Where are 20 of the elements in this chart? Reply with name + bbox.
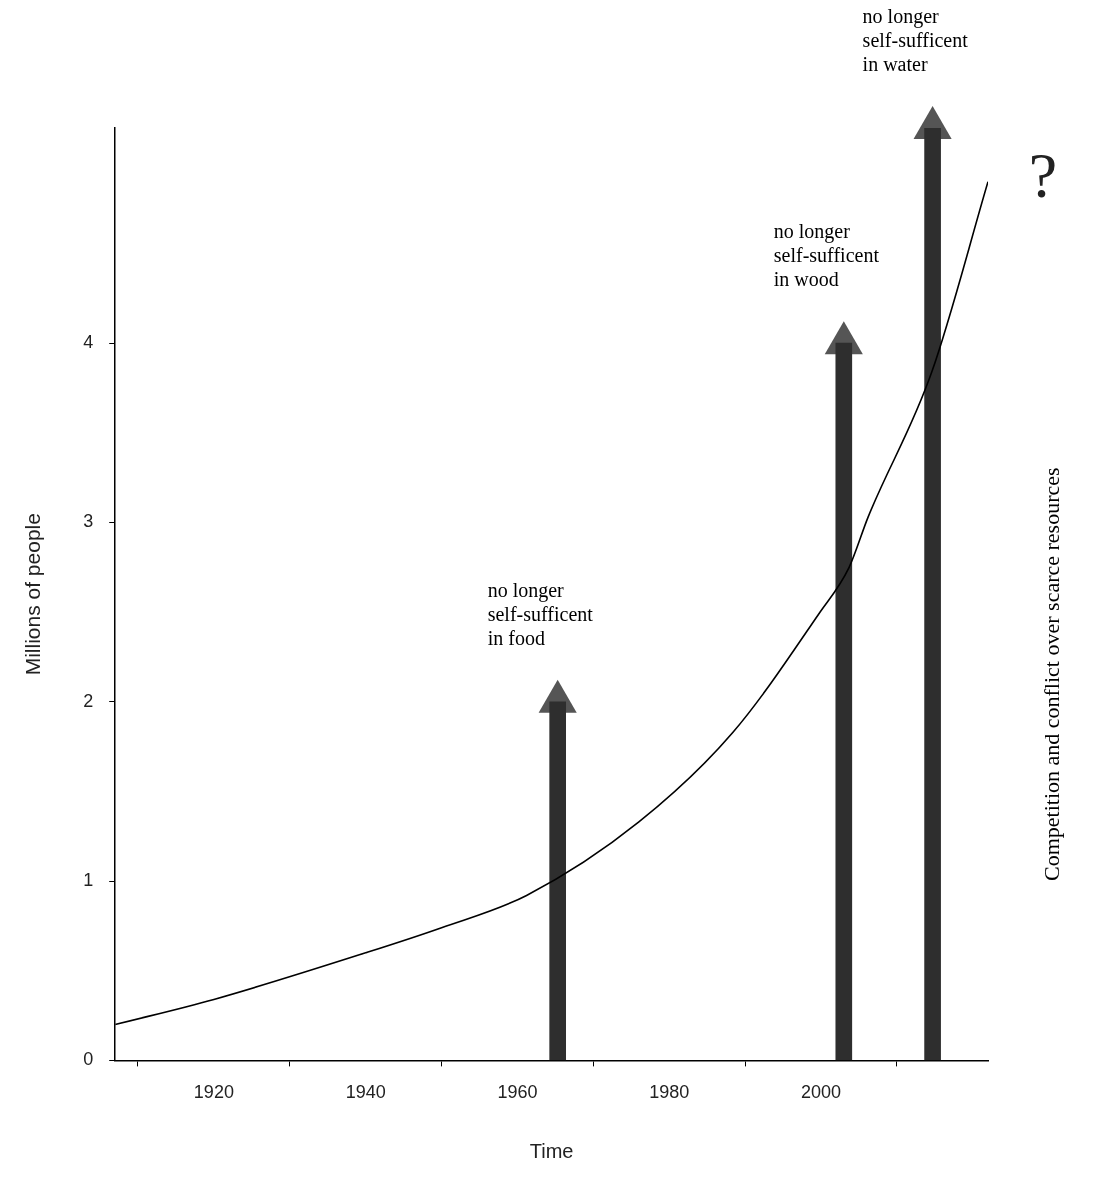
bar: [924, 128, 941, 1061]
y-tick-label: 2: [83, 690, 94, 711]
bar: [835, 342, 853, 1061]
annotation: no longer self-sufficent in wood: [773, 220, 880, 291]
annotation: no longer self-sufficent in food: [487, 579, 594, 650]
y-tick-label: 4: [83, 332, 94, 353]
text: Competition and conflict over scarce resources: [1038, 467, 1064, 881]
x-tick-label: 1960: [497, 1082, 538, 1103]
x-tick-label: 2000: [801, 1082, 842, 1103]
x-axis-title: Time: [529, 1139, 574, 1162]
y-axis-title: Millions of people: [21, 513, 45, 676]
x-tick-label: 1920: [193, 1082, 234, 1103]
y-tick-label: 3: [83, 511, 94, 532]
y-tick-label: 0: [83, 1049, 94, 1070]
text: ?: [1028, 139, 1058, 211]
x-tick-label: 1980: [649, 1082, 690, 1103]
y-tick-label: 1: [83, 870, 94, 891]
text: no longer self-sufficent in water: [862, 5, 969, 76]
bar: [549, 701, 567, 1061]
x-tick-label: 1940: [345, 1082, 386, 1103]
